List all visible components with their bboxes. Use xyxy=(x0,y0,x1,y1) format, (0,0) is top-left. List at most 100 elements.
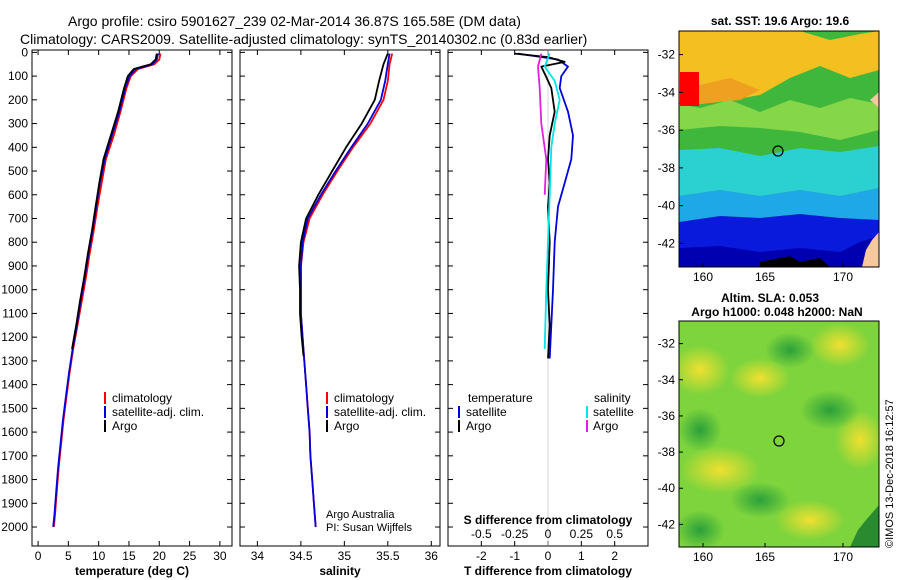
map-y-tick-label: -32 xyxy=(658,48,676,62)
map-x-tick-label: 165 xyxy=(755,550,775,564)
legend-s-argo: Argo xyxy=(593,419,619,433)
timestamp: ©IMOS 13-Dec-2018 16:12:57 xyxy=(884,399,896,548)
sst-map-frame xyxy=(678,30,880,268)
sla-high-patch xyxy=(679,345,730,395)
map-y-tick-label: -42 xyxy=(658,517,676,531)
legend-swatch-s-argo xyxy=(586,420,588,432)
depth-tick-label: 1000 xyxy=(1,283,28,297)
map-y-tick-label: -40 xyxy=(658,199,676,213)
sst-map-title: sat. SST: 19.6 Argo: 19.6 xyxy=(711,14,850,28)
series-line-s-satellite xyxy=(543,53,561,350)
difference-x-ticks: -2 -1 0 1 2 xyxy=(448,50,648,563)
depth-tick-label: 900 xyxy=(8,259,28,273)
depth-tick-label: 200 xyxy=(8,93,28,107)
x-tick-label: 25 xyxy=(183,549,197,563)
series-line-satellite-adj-clim- xyxy=(300,53,391,528)
depth-tick-label: 1200 xyxy=(1,330,28,344)
depth-tick-label: 1500 xyxy=(1,401,28,415)
x-tick-label: 5 xyxy=(65,549,72,563)
sla-low-patch xyxy=(765,332,815,368)
legend-swatch-climatology xyxy=(326,392,328,404)
sla-high-patch xyxy=(680,446,760,494)
sla-low-patch xyxy=(679,408,722,452)
depth-tick-label: 1300 xyxy=(1,354,28,368)
sla-high-patch xyxy=(775,500,845,540)
depth-tick-label: 1100 xyxy=(2,306,28,320)
sla-high-patch xyxy=(730,358,790,398)
series-line-argo xyxy=(298,53,389,357)
depth-tick-label: 300 xyxy=(8,117,28,131)
depth-tick-label: 0 xyxy=(21,45,28,59)
sla-map-frame xyxy=(678,320,880,548)
series-line-s-argo xyxy=(537,53,548,195)
temperature-axes-box xyxy=(31,49,233,547)
sst-cool-band xyxy=(679,146,879,196)
depth-tick-labels: 0 100 200 300 400 500 600 700 800 900 1000 1100 1200… xyxy=(1,45,28,534)
depth-tick-label: 1700 xyxy=(1,449,28,463)
depth-tick-label: 1800 xyxy=(1,473,28,487)
sla-high-patch xyxy=(810,323,870,367)
map-x-tick-label: 165 xyxy=(755,270,775,284)
sst-float-marker xyxy=(772,145,784,157)
legend-argo: Argo xyxy=(334,419,360,433)
map-y-tick-label: -32 xyxy=(658,337,676,351)
figure-title: Argo profile: csiro 5901627_239 02-Mar-2… xyxy=(68,13,521,29)
sla-map-title-1: Altim. SLA: 0.053 xyxy=(721,291,819,305)
x-tick-label: 15 xyxy=(122,549,136,563)
legend-argo: Argo xyxy=(112,419,138,433)
x-tick-label: 10 xyxy=(92,549,106,563)
temperature-panel: 0 5 10 15 20 25 30 temperature (deg C) climato… xyxy=(31,49,233,578)
s-diff-tick-label: 0 xyxy=(545,527,552,541)
figure-subtitle: Climatology: CARS2009. Satellite-adjuste… xyxy=(20,31,587,47)
series-line-climatology xyxy=(300,53,394,528)
x-tick-label: 36 xyxy=(425,549,439,563)
map-x-tick-label: 170 xyxy=(833,550,853,564)
difference-xlabel: T difference from climatology xyxy=(464,564,632,578)
salinity-legend: climatology satellite-adj. clim. Argo xyxy=(326,391,426,433)
map-y-tick-label: -36 xyxy=(658,409,676,423)
series-line-t-argo xyxy=(514,52,566,359)
depth-tick-label: 500 xyxy=(8,164,28,178)
series-line-argo xyxy=(71,53,158,350)
s-diff-tick-label: 0.25 xyxy=(570,527,594,541)
s-diff-tick-label: 0.5 xyxy=(606,527,623,541)
map-y-tick-label: -38 xyxy=(658,445,676,459)
sst-map: sat. SST: 19.6 Argo: 19.6 160 165 170 -32 -3… xyxy=(658,14,880,284)
credit-line-1: Argo Australia xyxy=(326,509,395,521)
sst-coldest-band xyxy=(679,236,879,267)
salinity-x-ticks: 34 34.5 35 35.5 36 xyxy=(240,50,440,563)
sla-map-ticks: 160 165 170 -32 -34 -36 -38 -40 -42 xyxy=(658,337,854,564)
legend-swatch-argo xyxy=(104,420,106,432)
legend-t-argo: Argo xyxy=(466,419,492,433)
legend-swatch-argo xyxy=(326,420,328,432)
depth-tick-label: 400 xyxy=(8,140,28,154)
legend-climatology: climatology xyxy=(334,391,394,405)
legend-satellite: satellite-adj. clim. xyxy=(112,405,204,419)
sla-land xyxy=(850,505,879,547)
s-diff-tick-label: -0.25 xyxy=(501,527,529,541)
series-line-climatology xyxy=(52,53,162,528)
legend-t-satellite: satellite xyxy=(466,405,507,419)
legend-s-satellite: satellite xyxy=(593,405,634,419)
map-x-tick-label: 160 xyxy=(693,550,713,564)
legend-salinity-title: salinity xyxy=(594,391,631,405)
legend-swatch-satellite xyxy=(104,406,106,418)
x-tick-label: 35.5 xyxy=(376,549,400,563)
x-tick-label: 0 xyxy=(35,549,42,563)
legend-swatch-s-satellite xyxy=(586,406,588,418)
x-tick-label: 30 xyxy=(213,549,227,563)
sla-low-patch xyxy=(679,510,725,547)
sla-map: Altim. SLA: 0.053 Argo h1000: 0.048 h200… xyxy=(658,291,880,564)
sst-cooler-band xyxy=(679,188,879,222)
legend-temperature-title: temperature xyxy=(468,391,533,405)
difference-legend: temperature satellite Argo salinity sate… xyxy=(458,391,634,433)
x-tick-label: -1 xyxy=(509,549,520,563)
depth-tick-label: 1900 xyxy=(1,496,28,510)
salinity-axes-box xyxy=(239,49,441,547)
temperature-lines xyxy=(52,53,162,528)
x-tick-label: 34.5 xyxy=(289,549,313,563)
depth-tick-label: 600 xyxy=(8,188,28,202)
salinity-xlabel: salinity xyxy=(319,564,361,578)
salinity-diff-x-ticks: -0.5 -0.25 0 0.25 0.5 xyxy=(471,527,623,541)
legend-satellite: satellite-adj. clim. xyxy=(334,405,426,419)
